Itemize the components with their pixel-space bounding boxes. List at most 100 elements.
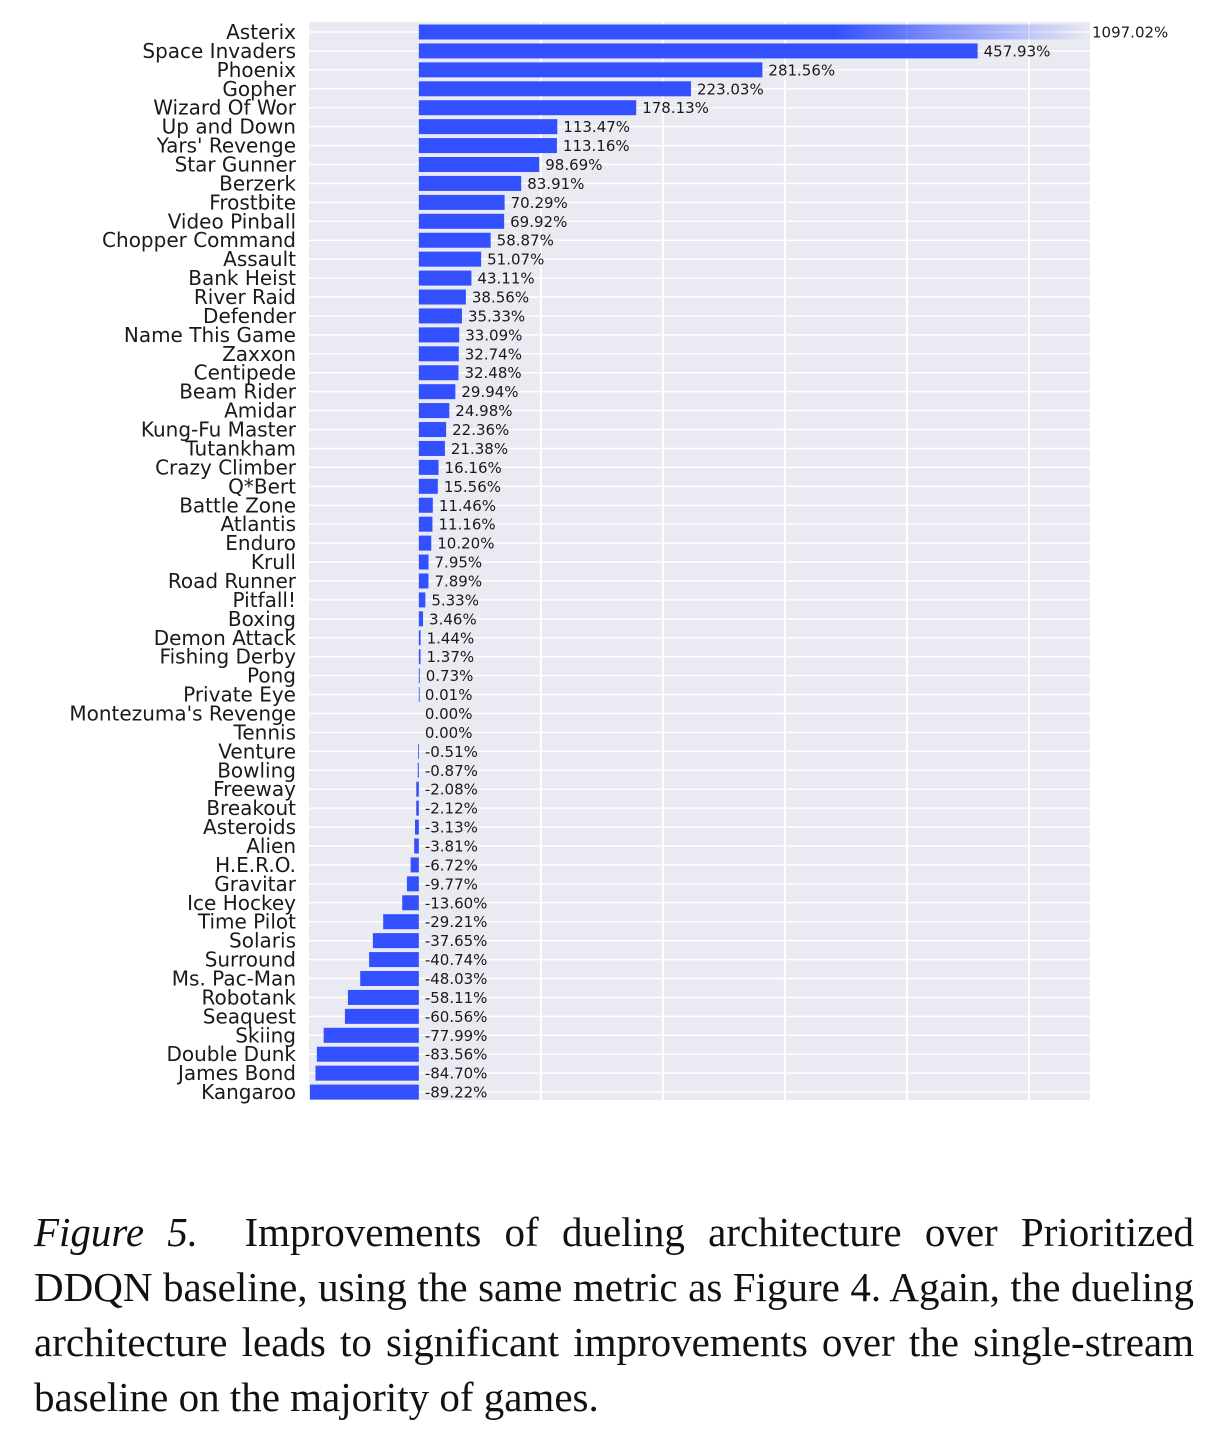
value-label: 58.87% [497,232,554,250]
category-label: H.E.R.O. [215,853,296,877]
bar [418,554,429,570]
bar [418,62,763,78]
bar [418,422,447,438]
category-label: Q*Bert [228,474,296,498]
bar [418,384,456,400]
category-label: Phoenix [217,58,297,82]
bar [347,989,419,1005]
category-label: Skiing [235,1023,296,1047]
category-label: Double Dunk [166,1042,296,1066]
category-label: Demon Attack [154,626,297,650]
value-label: 83.91% [527,175,584,193]
category-label: Surround [205,948,296,972]
category-label: Kangaroo [201,1080,296,1104]
category-label: Tennis [233,720,296,744]
value-label: 0.00% [425,705,473,723]
value-label: 35.33% [468,307,525,325]
value-label: 1.44% [427,629,475,647]
bar [418,251,482,267]
bars [309,24,1090,1100]
bar [416,781,419,797]
value-label: 11.46% [439,497,496,515]
value-label: 16.16% [445,459,502,477]
bar [418,327,460,343]
value-label: 43.11% [477,270,534,288]
bar [418,213,505,229]
value-label: 281.56% [768,61,835,79]
value-label: 3.46% [429,610,477,628]
value-label: -83.56% [425,1046,488,1064]
bar [316,1046,419,1062]
bar [417,762,419,778]
figure-number: Figure 5. [34,1209,199,1255]
value-label: -2.12% [425,800,478,818]
bar [360,971,419,986]
category-label: Gravitar [214,872,296,896]
category-label: Seaquest [203,1004,296,1028]
value-label: 0.01% [425,686,473,704]
bar [415,819,419,835]
value-label: 113.47% [563,118,630,136]
bar [418,592,426,608]
bar [372,933,419,949]
category-label: Berzerk [219,171,296,195]
bar [315,1065,419,1081]
value-label: 113.16% [563,137,630,155]
value-label: 51.07% [487,251,544,269]
category-label: Up and Down [162,115,296,139]
bar [406,876,419,892]
bar [418,459,439,475]
value-label: 70.29% [511,194,568,212]
bar [418,516,433,532]
value-label: 22.36% [452,421,509,439]
bar [418,573,429,589]
value-label: 98.69% [545,156,602,174]
value-label: 178.13% [642,99,709,117]
bar [344,1008,419,1024]
value-label: 223.03% [697,80,764,98]
value-label: -6.72% [425,856,478,874]
bar [418,403,450,419]
bar [418,687,420,703]
bar [418,440,445,456]
figure-caption: Figure 5. Improvements of dueling archit… [34,1205,1194,1425]
value-label: 0.00% [425,724,473,742]
bar [323,1027,419,1043]
bar [418,24,1090,40]
bar [418,308,462,324]
category-label: Kung-Fu Master [141,418,297,442]
bar [418,270,472,286]
bar [418,497,433,513]
value-label: 24.98% [455,402,512,420]
bar [418,100,637,116]
value-label: 1097.02% [1092,24,1168,42]
bar [402,895,419,911]
category-label: Beam Rider [179,380,297,404]
category-label: Space Invaders [142,39,296,63]
caption-text: Improvements of dueling architecture ove… [34,1209,1194,1420]
value-label: -77.99% [425,1027,488,1045]
bar [418,743,420,759]
bar [418,43,978,59]
value-label: 15.56% [444,478,501,496]
category-label: Alien [246,834,296,858]
category-label: Yars' Revenge [156,134,296,158]
value-label: 32.48% [464,364,521,382]
value-label: -0.51% [425,743,478,761]
value-label: -58.11% [425,989,488,1007]
bar [416,800,419,816]
bar [418,232,491,248]
category-label: Pong [247,664,296,688]
category-label: Robotank [201,985,296,1009]
category-label: Time Pilot [197,910,296,934]
value-label: -0.87% [425,762,478,780]
category-label: Asterix [226,20,296,44]
category-label: Freeway [213,777,296,801]
value-label: 1.37% [426,648,474,666]
value-label: -9.77% [425,875,478,893]
category-label: Asteroids [203,815,296,839]
value-label: 457.93% [984,42,1051,60]
value-label: 69.92% [510,213,567,231]
category-label: Battle Zone [179,493,296,517]
